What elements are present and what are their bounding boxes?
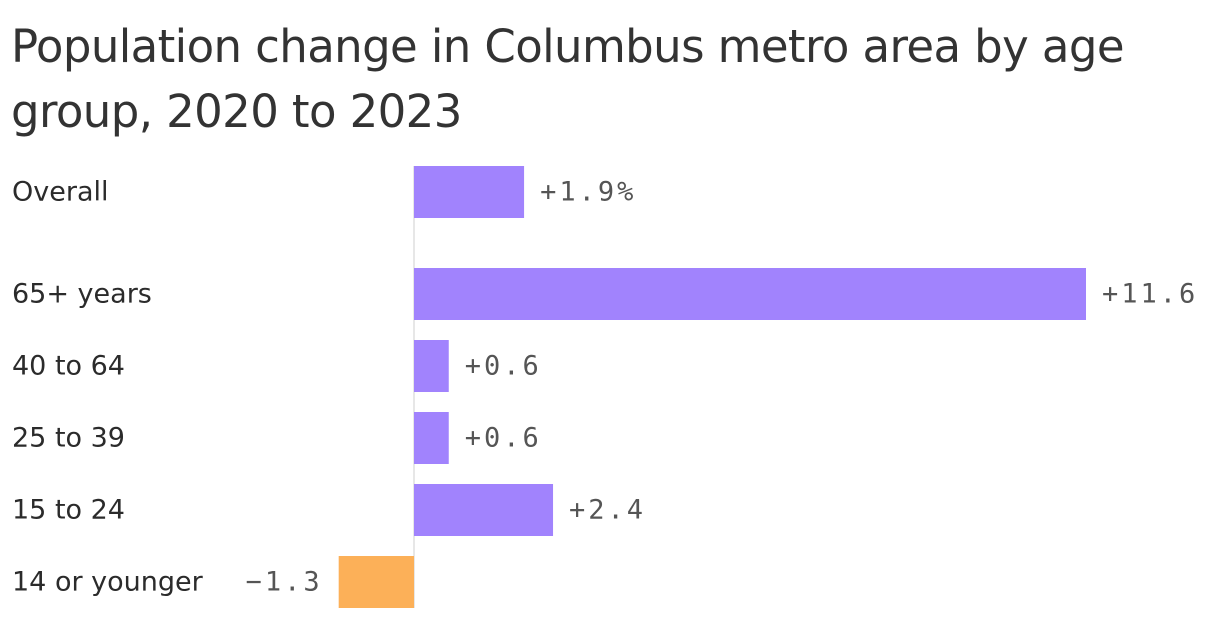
bar-14-or-younger <box>338 556 414 608</box>
bar-40-to-64 <box>414 340 449 392</box>
category-label-14-or-younger: 14 or younger <box>12 567 204 598</box>
category-label-40-to-64: 40 to 64 <box>12 351 125 382</box>
labels-layer: Overall +1.9% 65+ years +11.6 40 to 64 +0.6 25… <box>12 177 1198 598</box>
bar-15-to-24 <box>414 484 554 536</box>
bars-layer <box>338 166 1086 608</box>
bar-overall <box>414 166 525 218</box>
value-label-40-to-64: +0.6 <box>465 351 542 382</box>
bar-25-to-39 <box>414 412 449 464</box>
value-label-65-years: +11.6 <box>1102 279 1198 310</box>
bar-65-years <box>414 268 1086 320</box>
category-label-25-to-39: 25 to 39 <box>12 423 125 454</box>
category-label-overall: Overall <box>12 177 109 208</box>
category-label-15-to-24: 15 to 24 <box>12 495 125 526</box>
value-label-15-to-24: +2.4 <box>569 495 646 526</box>
value-label-overall: +1.9% <box>540 177 636 208</box>
value-label-14-or-younger: −1.3 <box>246 567 323 598</box>
chart-title: Population change in Columbus metro area… <box>11 20 1125 138</box>
value-label-25-to-39: +0.6 <box>465 423 542 454</box>
category-label-65-years: 65+ years <box>12 279 152 310</box>
